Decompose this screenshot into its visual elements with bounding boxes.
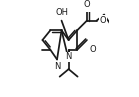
Text: O: O [99,16,106,25]
Text: N: N [65,52,72,61]
Text: N: N [54,62,60,71]
Text: OH: OH [55,8,68,17]
Text: O: O [84,0,90,9]
Text: O: O [90,45,96,54]
